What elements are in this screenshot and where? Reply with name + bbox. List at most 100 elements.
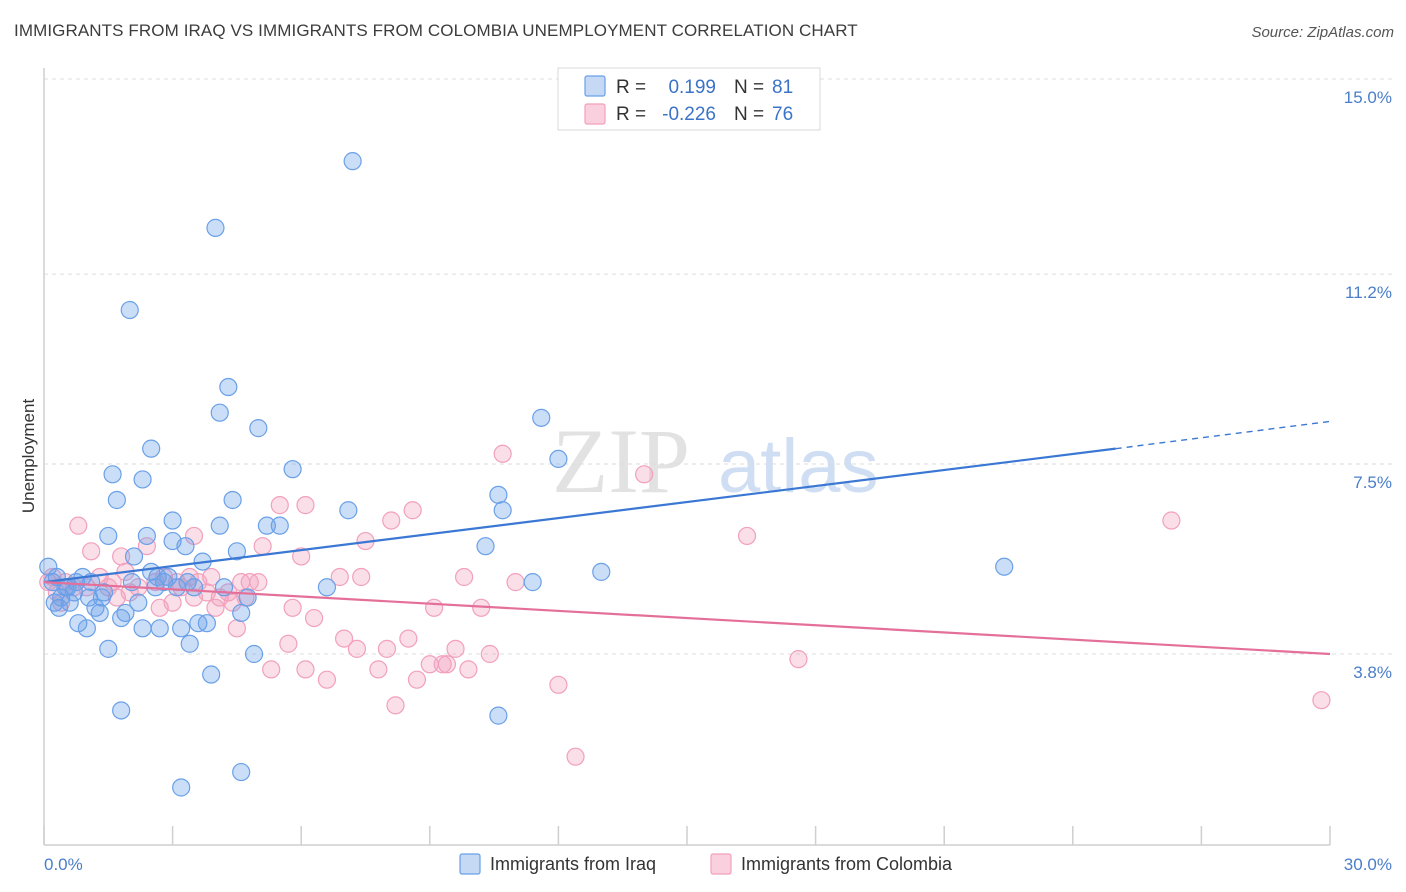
bottom-legend-label-iraq: Immigrants from Iraq bbox=[490, 854, 656, 874]
bottom-legend-swatch-iraq bbox=[459, 853, 481, 875]
point-iraq bbox=[549, 449, 568, 469]
point-colombia bbox=[347, 639, 367, 658]
point-colombia bbox=[352, 567, 371, 587]
legend-r-value-iraq: 0.199 bbox=[668, 77, 716, 98]
trend-lines bbox=[43, 420, 1331, 656]
point-colombia bbox=[403, 501, 422, 520]
point-iraq bbox=[232, 603, 251, 623]
legend-swatch-colombia bbox=[584, 103, 606, 125]
point-colombia bbox=[296, 660, 315, 679]
y-tick-label: 11.2% bbox=[1345, 283, 1392, 302]
point-iraq bbox=[317, 578, 337, 597]
point-iraq bbox=[60, 593, 79, 612]
point-colombia bbox=[279, 634, 298, 653]
y-tick-label: 15.0% bbox=[1344, 88, 1392, 107]
point-iraq bbox=[592, 562, 611, 581]
point-colombia bbox=[270, 496, 289, 515]
point-colombia bbox=[459, 660, 478, 679]
watermark-zip: ZIP bbox=[552, 410, 690, 512]
point-colombia bbox=[304, 608, 324, 628]
legend: R = 0.199 N = 81 R = -0.226 N = 76 bbox=[557, 67, 821, 131]
gridlines bbox=[44, 78, 1392, 655]
point-colombia bbox=[566, 747, 585, 766]
point-iraq bbox=[124, 547, 144, 566]
point-colombia bbox=[399, 629, 418, 648]
y-tick-label: 3.8% bbox=[1353, 663, 1392, 682]
watermark: ZIP atlas bbox=[552, 410, 879, 512]
bottom-legend-swatch-colombia bbox=[710, 853, 732, 875]
point-iraq bbox=[232, 762, 251, 782]
point-colombia bbox=[202, 567, 221, 587]
chart-title: IMMIGRANTS FROM IRAQ VS IMMIGRANTS FROM … bbox=[14, 21, 858, 40]
point-colombia bbox=[206, 598, 225, 617]
point-colombia bbox=[549, 675, 568, 694]
point-iraq bbox=[210, 403, 229, 422]
point-iraq bbox=[120, 300, 139, 320]
point-iraq bbox=[129, 593, 148, 612]
point-iraq bbox=[206, 218, 225, 237]
bottom-legend: Immigrants from Iraq Immigrants from Col… bbox=[459, 853, 953, 875]
point-colombia bbox=[317, 670, 337, 689]
point-iraq bbox=[45, 593, 64, 612]
point-iraq bbox=[150, 619, 169, 638]
point-iraq bbox=[172, 778, 191, 797]
point-iraq bbox=[249, 419, 268, 438]
point-iraq bbox=[489, 706, 508, 725]
point-iraq bbox=[142, 439, 161, 458]
point-colombia bbox=[296, 496, 315, 515]
legend-n-label-iraq: N = bbox=[734, 77, 764, 98]
point-iraq bbox=[995, 557, 1014, 576]
point-colombia bbox=[506, 573, 525, 592]
point-colombia bbox=[227, 619, 246, 638]
point-iraq bbox=[92, 588, 111, 607]
point-iraq bbox=[79, 588, 99, 607]
point-iraq bbox=[133, 619, 152, 638]
point-colombia bbox=[82, 542, 101, 561]
x-tick-label-min: 0.0% bbox=[44, 855, 83, 874]
legend-swatch-iraq bbox=[584, 75, 606, 97]
point-colombia bbox=[446, 639, 465, 658]
legend-r-label-colombia: R = bbox=[616, 104, 646, 125]
point-colombia bbox=[369, 660, 388, 679]
point-colombia bbox=[737, 526, 757, 546]
point-iraq bbox=[532, 408, 551, 427]
point-iraq bbox=[176, 537, 195, 556]
point-colombia bbox=[330, 567, 349, 587]
trend-line-iraq bbox=[43, 447, 1116, 584]
chart-source: Source: ZipAtlas.com bbox=[1251, 24, 1394, 41]
legend-r-label-iraq: R = bbox=[616, 77, 646, 98]
point-colombia bbox=[454, 567, 474, 587]
point-colombia bbox=[386, 696, 405, 715]
point-colombia bbox=[137, 537, 156, 556]
bottom-legend-label-colombia: Immigrants from Colombia bbox=[741, 854, 953, 874]
point-colombia bbox=[433, 655, 452, 674]
point-iraq bbox=[137, 526, 156, 546]
point-iraq bbox=[223, 490, 242, 510]
point-colombia bbox=[437, 655, 457, 674]
point-colombia bbox=[789, 650, 808, 669]
trend-line-colombia bbox=[43, 581, 1331, 656]
point-iraq bbox=[99, 639, 118, 658]
point-iraq bbox=[133, 470, 152, 489]
point-iraq bbox=[227, 542, 246, 561]
point-colombia bbox=[249, 573, 268, 592]
point-iraq bbox=[163, 511, 182, 530]
point-iraq bbox=[90, 603, 109, 623]
point-iraq bbox=[180, 634, 199, 653]
point-iraq bbox=[202, 665, 221, 684]
point-iraq bbox=[148, 567, 167, 587]
point-iraq bbox=[476, 537, 495, 556]
point-colombia bbox=[407, 670, 427, 689]
point-iraq bbox=[219, 377, 238, 397]
point-iraq bbox=[244, 644, 264, 664]
x-tick-label-max: 30.0% bbox=[1344, 855, 1392, 874]
point-iraq bbox=[67, 573, 86, 592]
point-iraq bbox=[489, 485, 508, 504]
point-colombia bbox=[283, 598, 302, 617]
point-iraq bbox=[69, 614, 88, 633]
legend-r-value-colombia: -0.226 bbox=[662, 104, 716, 125]
trend-line-iraq-extension bbox=[1115, 420, 1331, 450]
point-colombia bbox=[292, 547, 311, 566]
point-iraq bbox=[257, 516, 277, 535]
point-iraq bbox=[77, 619, 96, 638]
